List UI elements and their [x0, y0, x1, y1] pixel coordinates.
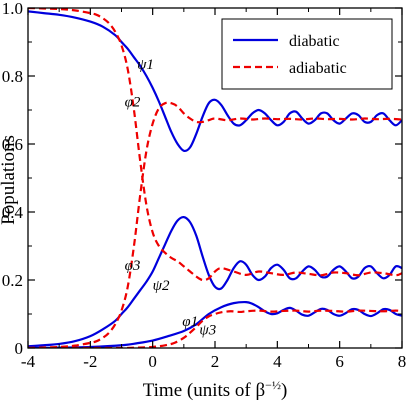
- x-tick-label: 8: [398, 352, 407, 371]
- y-tick-label: 0.2: [2, 271, 23, 290]
- y-tick-label: 0: [15, 339, 24, 358]
- x-tick-label: -2: [83, 352, 97, 371]
- curve-label: φ2: [125, 95, 141, 111]
- legend-box: [221, 18, 393, 90]
- x-axis-label: Time (units of β−½): [143, 378, 288, 401]
- series-line-adiabatic-5: [28, 101, 402, 348]
- y-tick-label: 0.4: [2, 203, 24, 222]
- x-tick-label: -4: [21, 352, 36, 371]
- curve-label: φ1: [182, 314, 198, 330]
- curve-label: φ3: [125, 258, 141, 274]
- x-tick-label: 4: [273, 352, 282, 371]
- series-line-diabatic-1: [28, 10, 402, 153]
- series-line-diabatic-3: [28, 300, 402, 348]
- curve-label: ψ1: [137, 57, 154, 73]
- x-tick-label: 6: [335, 352, 344, 371]
- legend-label-diabatic: diabatic: [289, 33, 340, 50]
- legend-label-adiabatic: adiabatic: [289, 60, 347, 77]
- y-axis-label: Populations: [0, 135, 19, 225]
- y-tick-label: 0.8: [2, 67, 23, 86]
- x-tick-label: 2: [211, 352, 220, 371]
- curve-label: ψ3: [199, 322, 216, 338]
- legend: diabatic adiabatic: [221, 18, 393, 90]
- y-tick-label: 1.0: [2, 0, 23, 18]
- y-tick-label: 0.6: [2, 135, 23, 154]
- curve-label: ψ2: [153, 278, 170, 294]
- x-tick-label: 0: [148, 352, 157, 371]
- series-line-adiabatic-6: [28, 8, 402, 282]
